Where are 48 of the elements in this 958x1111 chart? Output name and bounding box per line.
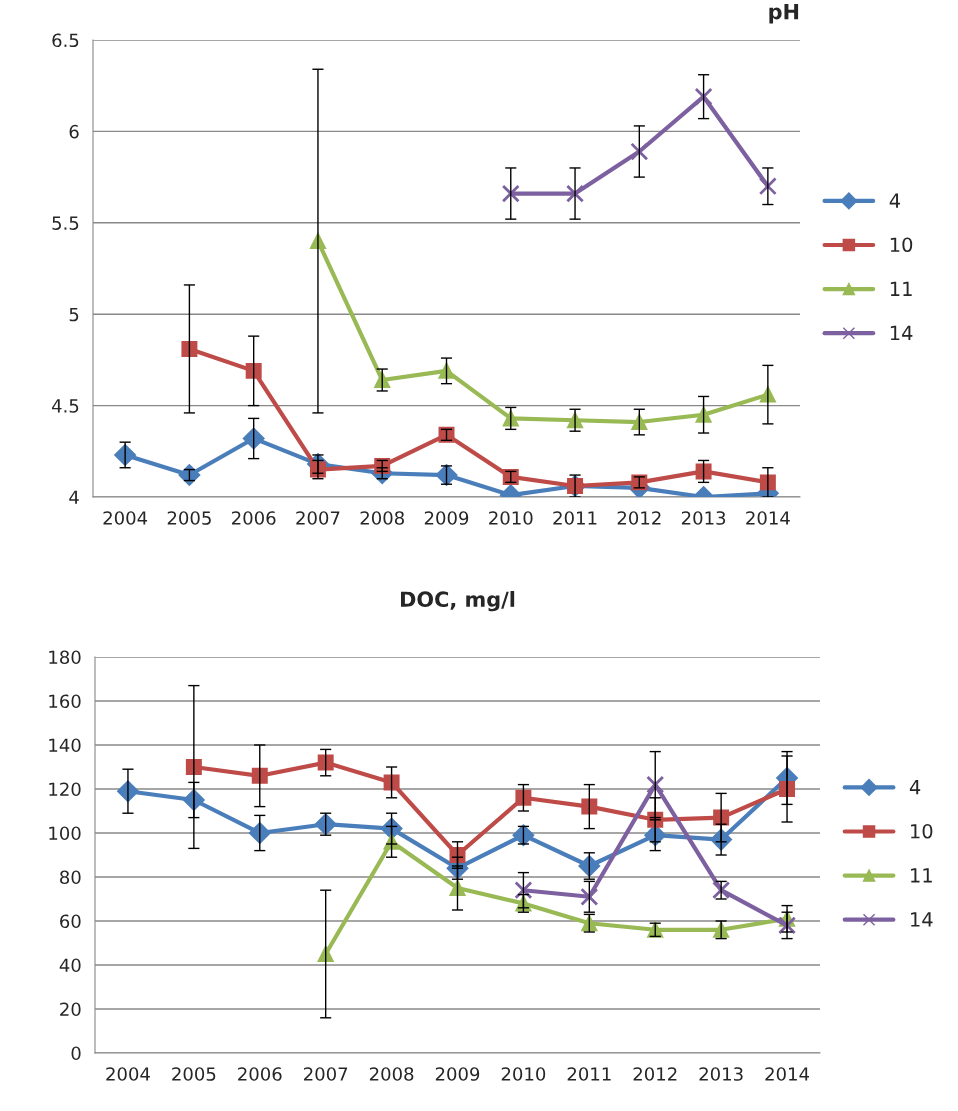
y-tick-label: 6.5	[52, 33, 79, 48]
y-tick-label: 80	[60, 870, 81, 885]
y-tick-label: 180	[49, 650, 81, 665]
legend-label: 14	[911, 912, 933, 927]
x-tick-label: 2013	[681, 511, 726, 525]
x-tick-label: 2011	[567, 1067, 611, 1081]
x-tick-label: 2014	[765, 1067, 810, 1081]
y-tick-label: 0	[71, 1046, 81, 1061]
y-tick-label: 5	[69, 307, 79, 322]
y-tick-label: 40	[59, 958, 81, 973]
y-tick-label: 160	[49, 694, 81, 709]
legend-label: 10	[911, 823, 933, 839]
x-tick-label: 2006	[232, 511, 276, 525]
x-tick-label: 2009	[435, 1067, 480, 1081]
x-tick-label: 2007	[304, 1067, 348, 1081]
x-tick-label: 2010	[501, 1067, 546, 1081]
y-tick-label: 5.5	[52, 216, 79, 230]
legend-label: 10	[890, 237, 913, 253]
x-tick-label: 2004	[106, 1067, 150, 1081]
chart-title: pH	[769, 3, 799, 24]
legend-label: 4	[889, 193, 901, 208]
x-tick-label: 2010	[489, 511, 533, 525]
x-tick-label: 2012	[617, 511, 661, 525]
y-tick-label: 4.5	[51, 399, 79, 413]
chart-title: DOC, mg/l	[401, 590, 515, 612]
x-tick-label: 2012	[633, 1067, 677, 1081]
x-tick-label: 2009	[424, 511, 469, 525]
x-tick-label: 2008	[360, 511, 404, 525]
x-tick-label: 2004	[103, 511, 148, 525]
x-tick-label: 2011	[553, 511, 597, 525]
x-tick-label: 2008	[369, 1067, 414, 1081]
legend-label: 11	[890, 281, 912, 296]
y-tick-label: 100	[49, 826, 81, 841]
y-tick-label: 20	[60, 1002, 81, 1017]
legend-label: 11	[911, 868, 932, 883]
x-tick-label: 2006	[238, 1067, 282, 1081]
x-tick-label: 2005	[167, 511, 211, 525]
x-tick-label: 2005	[172, 1067, 216, 1081]
y-tick-label: 60	[60, 914, 81, 929]
y-tick-label: 120	[49, 782, 81, 797]
y-tick-label: 4	[69, 490, 79, 504]
x-tick-label: 2007	[296, 511, 340, 525]
x-tick-label: 2014	[746, 511, 790, 525]
x-tick-label: 2013	[699, 1067, 743, 1081]
legend-label: 4	[909, 780, 921, 795]
y-tick-label: 140	[49, 738, 81, 753]
legend-label: 14	[890, 325, 913, 341]
y-tick-label: 6	[69, 124, 79, 139]
